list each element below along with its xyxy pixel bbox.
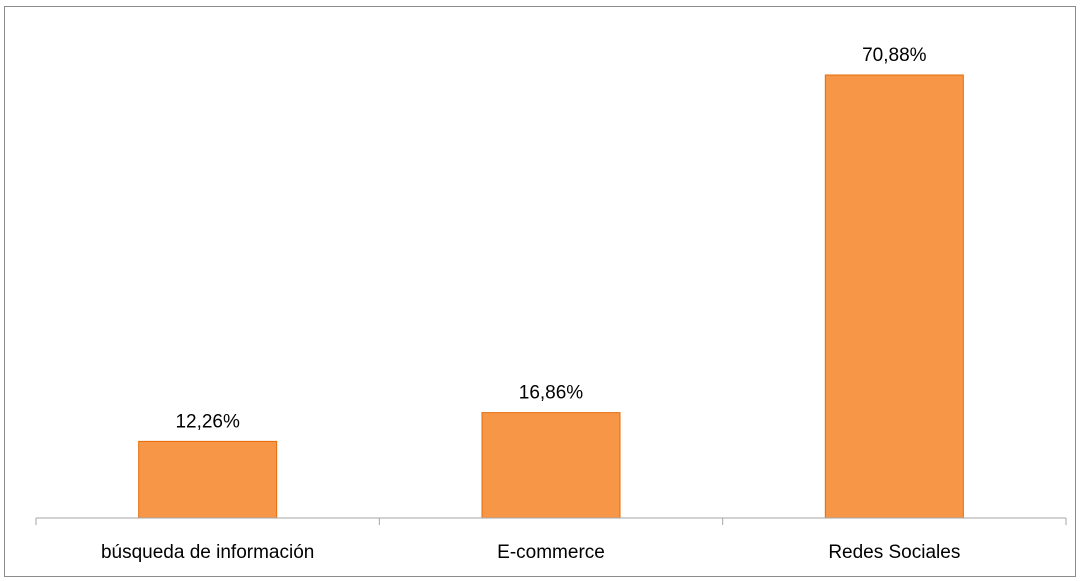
x-axis (35, 517, 1067, 525)
category-label-2: Redes Sociales (828, 542, 960, 563)
bars-group (138, 74, 964, 519)
data-label-2: 70,88% (862, 45, 927, 66)
data-labels-group: 12,26% 16,86% 70,88% (175, 45, 926, 432)
data-label-1: 16,86% (519, 383, 584, 404)
category-label-1: E-commerce (497, 542, 605, 563)
bar-1 (481, 412, 621, 519)
category-label-0: búsqueda de información (101, 542, 314, 563)
category-labels-group: búsqueda de información E-commerce Redes S… (101, 542, 960, 563)
bar-2 (824, 74, 964, 519)
bar-0 (138, 440, 278, 519)
data-label-0: 12,26% (175, 411, 240, 432)
